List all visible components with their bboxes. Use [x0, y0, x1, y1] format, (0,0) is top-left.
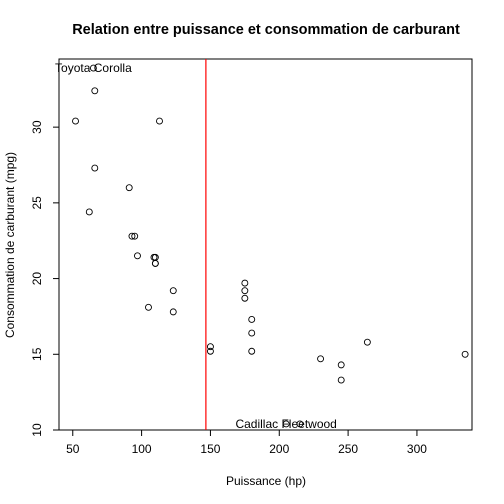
data-point	[169, 308, 177, 316]
data-point	[91, 164, 99, 172]
data-points	[72, 64, 469, 428]
y-axis: 10 15 20 25 30	[30, 120, 59, 437]
data-point	[248, 329, 256, 337]
data-point	[241, 287, 249, 295]
data-point	[72, 117, 79, 125]
y-axis-label: Consommation de carburant (mpg)	[3, 152, 17, 338]
point-annotation: Toyota Corolla	[55, 61, 132, 75]
data-point	[206, 343, 214, 351]
x-tick-label: 250	[338, 442, 358, 456]
x-tick-label: 300	[407, 442, 427, 456]
data-point	[151, 259, 159, 267]
data-point	[241, 279, 249, 287]
data-point	[89, 64, 97, 72]
data-point	[461, 350, 469, 358]
data-point	[337, 376, 345, 384]
data-point	[248, 316, 256, 323]
y-tick-label: 10	[30, 423, 44, 437]
data-point	[296, 420, 304, 428]
point-annotation: Cadillac Fleetwood	[235, 417, 336, 431]
data-point	[317, 355, 325, 363]
data-point	[131, 232, 139, 240]
y-tick-label: 25	[30, 196, 44, 210]
data-point	[241, 294, 249, 302]
data-point	[337, 361, 345, 369]
chart-title: Relation entre puissance et consommation…	[72, 22, 460, 38]
x-tick-label: 200	[269, 442, 289, 456]
data-point	[156, 117, 163, 125]
data-point	[145, 303, 152, 311]
x-axis: 50 100 150 200 250 300	[66, 430, 427, 456]
x-tick-label: 50	[66, 442, 80, 456]
data-point	[363, 338, 371, 346]
data-point	[91, 87, 99, 95]
x-tick-label: 100	[132, 442, 152, 456]
data-point	[134, 252, 141, 260]
data-point	[282, 420, 290, 428]
data-point	[169, 287, 177, 295]
y-tick-label: 30	[30, 120, 44, 134]
y-tick-label: 15	[30, 347, 44, 361]
data-point	[125, 184, 133, 192]
x-axis-label: Puissance (hp)	[226, 474, 306, 488]
x-tick-label: 150	[200, 442, 220, 456]
data-point	[150, 253, 158, 261]
y-tick-label: 20	[30, 272, 44, 286]
data-point	[248, 347, 256, 355]
point-annotations: Toyota Corolla Cadillac Fleetwood	[55, 61, 337, 431]
plot-frame	[58, 58, 473, 431]
data-point	[151, 253, 159, 261]
data-point	[85, 208, 93, 216]
data-point	[206, 347, 214, 355]
data-point	[128, 232, 136, 240]
